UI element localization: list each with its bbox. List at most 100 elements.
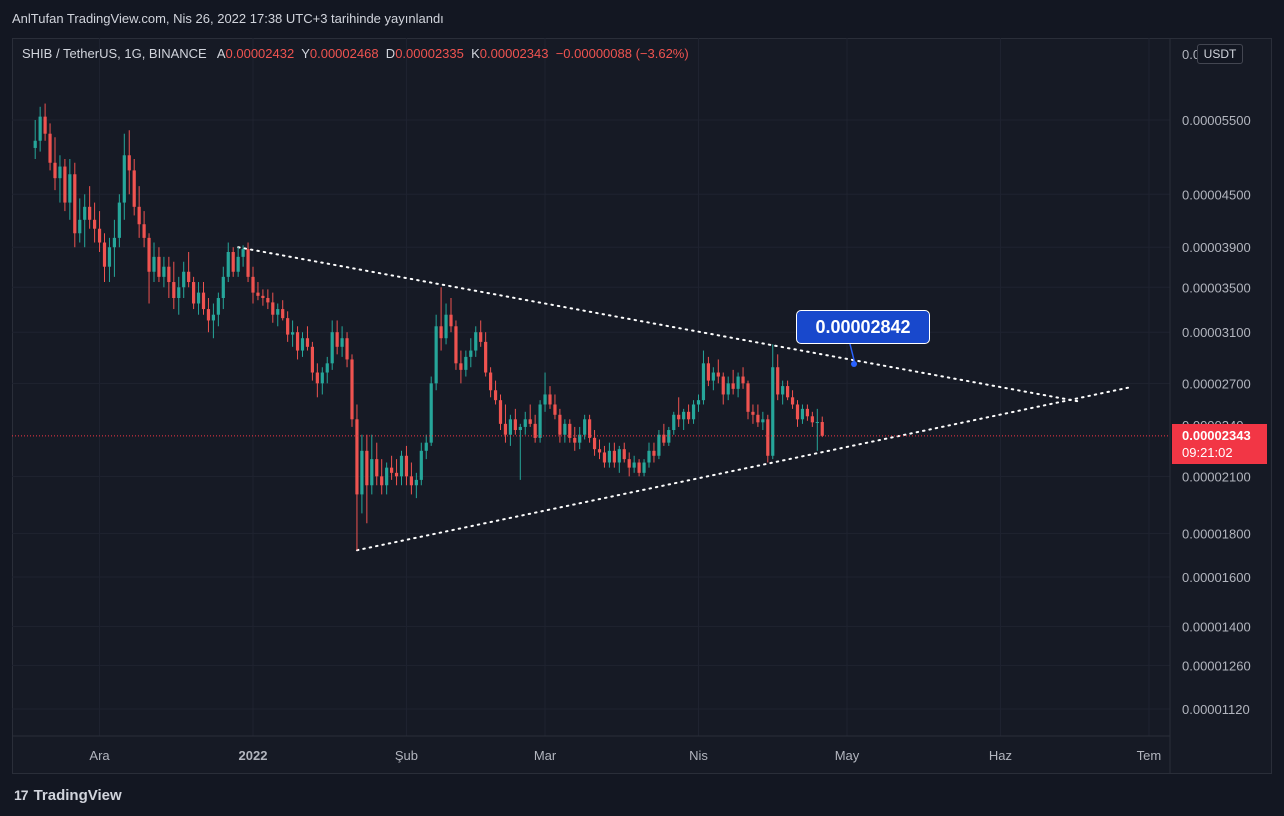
candle <box>216 292 220 327</box>
candle <box>657 430 661 460</box>
candle-body <box>88 206 92 220</box>
price-axis[interactable]: 0.00005500 0.00004500 0.00003900 0.00003500… <box>1182 47 1254 717</box>
candle <box>201 282 206 315</box>
candle-body <box>790 397 795 405</box>
candle-body <box>528 419 532 424</box>
candle <box>286 311 290 342</box>
bar-countdown: 09:21:02 <box>1182 445 1233 460</box>
candle-body <box>592 437 597 450</box>
candle-body <box>553 404 557 415</box>
candle <box>696 394 701 412</box>
candle <box>38 106 42 152</box>
time-tick-label: May <box>835 748 860 763</box>
candle <box>558 408 562 443</box>
candle-body <box>508 419 512 435</box>
open-value: 0.00002432 <box>225 46 295 61</box>
candle <box>602 445 607 468</box>
candle-body <box>172 282 176 299</box>
candle <box>78 198 82 243</box>
candle-body <box>216 298 220 315</box>
candle <box>563 419 567 443</box>
candle-body <box>295 332 300 351</box>
candle-body <box>231 252 235 272</box>
chart-pane[interactable] <box>12 38 1272 774</box>
price-tick-label: 0.00002100 <box>1182 469 1251 484</box>
price-callout-label[interactable]: 0.00002842 <box>796 310 930 344</box>
candle-body <box>291 332 295 335</box>
candle-body <box>33 140 37 148</box>
candle-body <box>315 372 319 384</box>
candle <box>266 289 270 310</box>
candle <box>291 320 295 347</box>
candle-body <box>444 314 448 339</box>
candle <box>647 442 651 468</box>
candle-body <box>454 326 458 364</box>
candle-body <box>152 256 156 272</box>
symbol-title[interactable]: SHIB / TetherUS, 1G, BINANCE <box>22 46 207 61</box>
candle <box>385 462 389 495</box>
candle-body <box>375 459 379 477</box>
candle <box>345 332 349 368</box>
candle <box>335 320 339 355</box>
candle <box>642 459 646 477</box>
candle <box>776 354 780 401</box>
tradingview-logo[interactable]: 17 TradingView <box>14 786 122 804</box>
price-tick-label: 0.00001400 <box>1182 619 1251 634</box>
candle-body <box>429 383 433 443</box>
candle-body <box>162 266 166 277</box>
candle-body <box>820 422 824 436</box>
trendline[interactable] <box>355 386 1131 552</box>
candle-body <box>711 372 715 381</box>
candle <box>741 367 745 389</box>
candle-body <box>731 383 735 389</box>
last-price-value: 0.00002343 <box>1182 428 1251 443</box>
candle <box>721 372 725 405</box>
time-axis[interactable]: Ara 2022 Şub Mar Nis May Haz Tem <box>89 748 1161 763</box>
candle-body <box>58 166 62 179</box>
candle-body <box>810 416 814 423</box>
candle <box>370 434 374 495</box>
candle-body <box>350 359 354 420</box>
candle-body <box>815 422 819 424</box>
candle <box>399 450 404 486</box>
candle <box>147 233 151 304</box>
candle-body <box>325 363 329 373</box>
candle-body <box>588 419 592 438</box>
candle-body <box>652 450 656 456</box>
candle-body <box>48 133 52 163</box>
candle <box>221 266 225 310</box>
candle-body <box>276 309 280 315</box>
callout-pointer <box>849 343 856 365</box>
candles <box>33 103 824 551</box>
candle <box>573 426 577 451</box>
candle <box>152 242 156 283</box>
candle <box>612 442 616 468</box>
trendline[interactable] <box>237 246 1081 403</box>
candle <box>672 411 676 435</box>
candle-body <box>122 155 126 203</box>
candle-body <box>607 450 611 463</box>
candle <box>355 404 359 551</box>
candle-body <box>484 341 488 373</box>
candle-body <box>53 162 57 179</box>
candle <box>68 158 72 220</box>
candle-body <box>167 266 171 283</box>
currency-badge[interactable]: USDT <box>1197 44 1243 64</box>
candle <box>790 390 795 409</box>
candle-body <box>479 332 483 342</box>
candle <box>246 242 250 283</box>
trendlines <box>237 246 1131 552</box>
candle <box>543 372 547 412</box>
candle <box>533 414 537 443</box>
candle-body <box>751 411 755 415</box>
candle <box>196 282 201 315</box>
candle-body <box>404 455 409 477</box>
candle <box>107 237 112 283</box>
candle <box>632 455 636 473</box>
candle <box>493 380 498 405</box>
candle <box>479 320 483 347</box>
candle <box>805 404 809 421</box>
candle <box>523 411 527 435</box>
candle <box>652 442 656 463</box>
